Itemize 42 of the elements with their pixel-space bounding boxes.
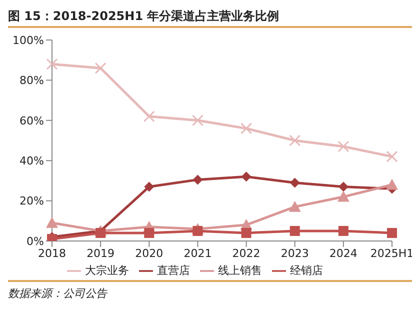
point	[144, 228, 154, 238]
point	[241, 172, 252, 182]
point	[144, 182, 154, 192]
source-note: 数据来源：公司公告	[8, 286, 108, 301]
y-tick-label: 40%	[20, 154, 44, 168]
point	[192, 226, 203, 236]
chart-title: 图 15：2018-2025H1 年分渠道占主营业务比例	[8, 8, 412, 28]
point	[289, 134, 301, 146]
point	[337, 190, 350, 202]
legend-label: 线上销售	[218, 264, 262, 277]
y-tick-label: 100%	[12, 34, 44, 47]
point	[94, 62, 106, 74]
point	[192, 174, 203, 185]
point	[386, 178, 398, 190]
point	[46, 216, 58, 228]
point	[46, 58, 58, 70]
legend-label: 直营店	[157, 264, 190, 277]
point	[143, 110, 155, 122]
x-tick-label: 2023	[280, 246, 309, 260]
point	[240, 122, 252, 134]
legend-label: 经销店	[290, 264, 323, 277]
point	[338, 226, 348, 236]
y-tick-label: 60%	[20, 114, 44, 128]
point	[290, 178, 300, 188]
legend-label: 大宗业务	[85, 264, 129, 277]
x-tick-label: 2020	[135, 246, 164, 260]
x-tick-label: 2022	[232, 246, 260, 260]
x-tick-label: 2024	[329, 246, 358, 260]
point	[338, 140, 350, 152]
point	[387, 228, 397, 238]
x-tick-label: 2018	[38, 246, 66, 260]
y-tick-label: 0%	[26, 234, 44, 248]
x-tick-label: 2021	[184, 246, 212, 260]
point	[386, 150, 398, 162]
point	[290, 226, 300, 236]
y-tick-label: 80%	[20, 74, 44, 88]
point	[192, 114, 204, 126]
point	[241, 228, 252, 238]
x-tick-label: 2019	[86, 246, 115, 260]
y-tick-label: 20%	[20, 194, 44, 208]
point	[288, 200, 301, 212]
point	[338, 182, 348, 192]
